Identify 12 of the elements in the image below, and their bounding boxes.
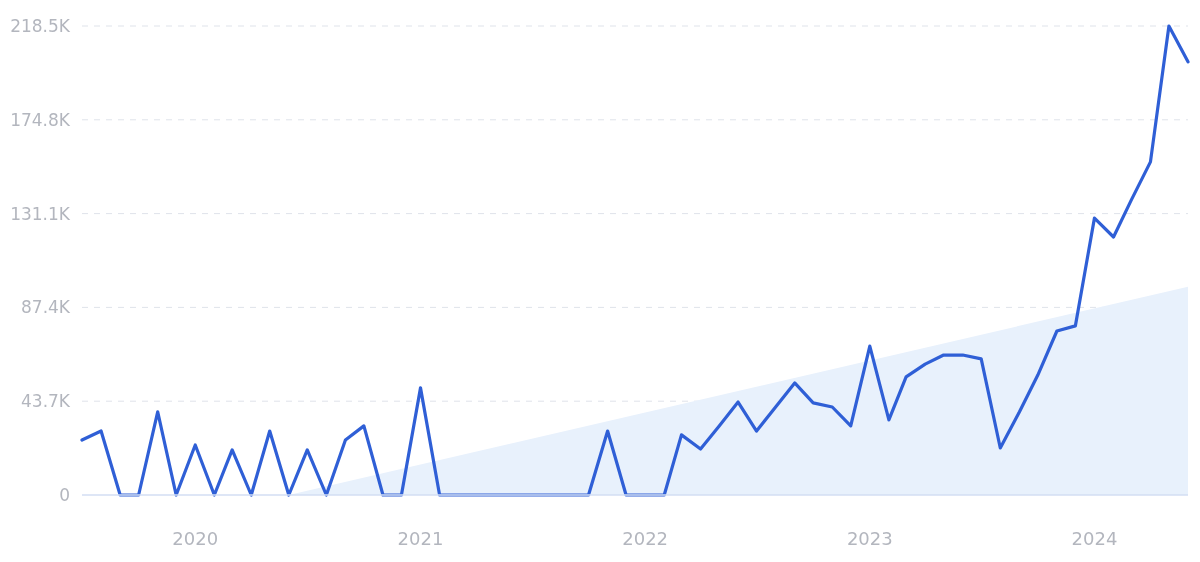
y-tick-label: 174.8K <box>10 109 71 130</box>
x-tick-label: 2020 <box>172 528 219 549</box>
x-tick-label: 2022 <box>622 528 669 549</box>
line-series <box>80 24 1190 497</box>
y-tick-label: 87.4K <box>21 297 71 318</box>
y-tick-label: 0 <box>59 484 70 505</box>
y-tick-label: 131.1K <box>10 203 71 224</box>
y-tick-label: 43.7K <box>21 391 71 412</box>
x-tick-label: 2021 <box>397 528 444 549</box>
x-tick-label: 2024 <box>1071 528 1118 549</box>
y-tick-label: 218.5K <box>10 15 71 36</box>
x-tick-label: 2023 <box>846 528 893 549</box>
